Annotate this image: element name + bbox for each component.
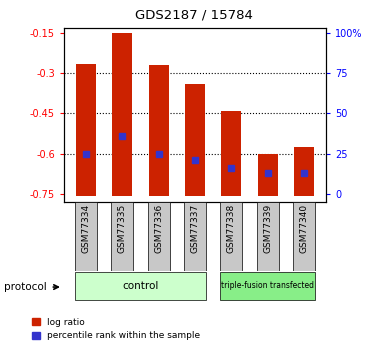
Bar — [184, 202, 206, 271]
Text: GDS2187 / 15784: GDS2187 / 15784 — [135, 9, 253, 22]
Text: GSM77337: GSM77337 — [191, 204, 199, 253]
Bar — [111, 202, 133, 271]
Text: protocol: protocol — [4, 282, 47, 292]
Bar — [185, 84, 205, 196]
Text: control: control — [122, 281, 159, 291]
Bar — [149, 65, 169, 196]
Text: GSM77334: GSM77334 — [81, 204, 90, 253]
Bar — [220, 273, 315, 300]
Text: GSM77339: GSM77339 — [263, 204, 272, 253]
Text: GSM77336: GSM77336 — [154, 204, 163, 253]
Bar — [293, 202, 315, 271]
Text: triple-fusion transfected: triple-fusion transfected — [221, 281, 314, 290]
Legend: log ratio, percentile rank within the sample: log ratio, percentile rank within the sa… — [32, 318, 200, 341]
Text: GSM77340: GSM77340 — [300, 204, 308, 253]
Bar — [220, 202, 242, 271]
Text: GSM77335: GSM77335 — [118, 204, 127, 253]
Bar — [75, 273, 206, 300]
Bar — [76, 64, 96, 196]
Bar — [257, 202, 279, 271]
Bar — [148, 202, 170, 271]
Bar — [294, 147, 314, 196]
Bar — [221, 111, 241, 196]
Text: GSM77338: GSM77338 — [227, 204, 236, 253]
Bar — [112, 33, 132, 196]
Bar — [75, 202, 97, 271]
Bar — [258, 154, 278, 196]
